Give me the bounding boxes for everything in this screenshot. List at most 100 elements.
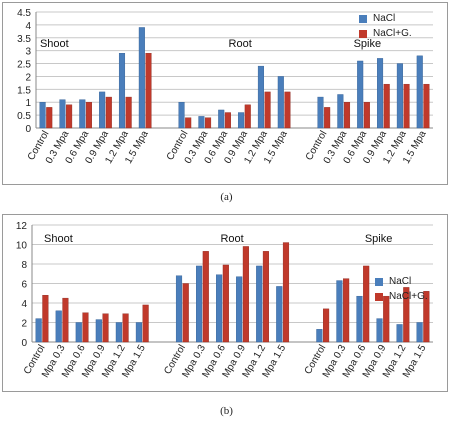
bar-spike-1-2-mpa-nacl-g xyxy=(403,83,410,129)
caption-b: (b) xyxy=(220,405,233,417)
group-title-spike: Spike xyxy=(354,38,382,50)
y-tick-label: 3 xyxy=(25,47,31,58)
bar-shoot-mpa-0-9-nacl xyxy=(95,319,102,343)
y-tick-label: 6 xyxy=(21,280,27,291)
bar-shoot-mpa-0-9-nacl-g xyxy=(102,313,109,343)
bar-root-0-6-mpa-nacl xyxy=(218,109,225,129)
chart-panel-a: 0 0.5 1 1.5 2 2.5 3 3.5 4 4.5 Shoot Control 0.3 Mpa 0… xyxy=(2,2,448,185)
bar-spike-0-9-mpa-nacl-g xyxy=(383,83,390,129)
bar-shoot-mpa-0-3-nacl-g xyxy=(62,297,69,343)
bar-root-control-nacl-g xyxy=(185,117,192,129)
group-title-root: Root xyxy=(229,38,252,50)
bar-root-mpa-1-2-nacl-g xyxy=(262,251,269,343)
y-tick-label: 10 xyxy=(16,241,28,252)
bar-root-mpa-0-3-nacl-g xyxy=(202,251,209,343)
bar-shoot-control-nacl xyxy=(35,318,42,343)
bar-spike-control-nacl-g xyxy=(323,308,330,343)
bar-spike-0-9-mpa-nacl xyxy=(377,58,384,129)
bar-root-mpa-1-2-nacl xyxy=(256,265,263,343)
bar-shoot-1-2-mpa-nacl-g xyxy=(125,96,132,129)
y-tick-label: 0.5 xyxy=(17,111,31,122)
bar-spike-mpa-0-6-nacl xyxy=(356,295,363,343)
legend-swatch-nacl xyxy=(375,277,383,286)
bar-spike-0-3-mpa-nacl xyxy=(337,94,344,129)
y-tick-label: 8 xyxy=(21,260,27,271)
bar-root-mpa-0-6-nacl xyxy=(216,274,223,343)
y-tick-label: 4 xyxy=(21,299,27,310)
legend-item-nacl: NaCl xyxy=(375,274,428,289)
bar-spike-mpa-0-6-nacl-g xyxy=(363,265,370,343)
chart-a-legend: NaCl NaCl+G. xyxy=(359,11,412,41)
bar-shoot-0-3-mpa-nacl xyxy=(59,99,66,129)
y-tick-label: 1.5 xyxy=(17,85,31,96)
bar-shoot-mpa-1-2-nacl xyxy=(115,322,122,343)
bar-root-0-9-mpa-nacl xyxy=(238,112,245,129)
bar-spike-0-6-mpa-nacl-g xyxy=(363,102,370,129)
bar-spike-mpa-1-2-nacl-g xyxy=(403,287,410,343)
legend-item-nacl-g: NaCl+G. xyxy=(375,289,428,304)
legend-item-nacl-g: NaCl+G. xyxy=(359,26,412,41)
bar-root-mpa-0-9-nacl xyxy=(236,276,243,343)
bar-shoot-mpa-1-5-nacl-g xyxy=(142,304,149,343)
bar-spike-mpa-1-2-nacl xyxy=(396,324,403,343)
bar-root-0-9-mpa-nacl-g xyxy=(244,104,251,129)
group-title-shoot: Shoot xyxy=(40,38,69,50)
bar-root-0-3-mpa-nacl-g xyxy=(205,117,212,129)
bar-shoot-mpa-0-6-nacl-g xyxy=(82,312,89,343)
bar-spike-mpa-1-5-nacl-g xyxy=(423,291,430,343)
bar-spike-mpa-0-3-nacl xyxy=(336,280,343,343)
bar-root-mpa-0-9-nacl-g xyxy=(242,246,249,343)
y-tick-label: 2 xyxy=(25,72,31,83)
bar-spike-1-5-mpa-nacl xyxy=(416,55,423,129)
bar-root-1-2-mpa-nacl xyxy=(257,65,264,129)
y-tick-label: 1 xyxy=(25,98,31,109)
bar-spike-mpa-0-9-nacl-g xyxy=(383,295,390,343)
bar-shoot-0-9-mpa-nacl-g xyxy=(105,96,112,129)
bar-spike-control-nacl-g xyxy=(324,107,331,129)
y-tick-label: 0 xyxy=(21,338,27,349)
bar-shoot-0-9-mpa-nacl xyxy=(99,91,106,129)
bar-root-control-nacl-g xyxy=(182,283,189,343)
legend-swatch-nacl-g xyxy=(375,292,383,301)
group-title-root: Root xyxy=(220,233,243,245)
bar-spike-mpa-0-3-nacl-g xyxy=(343,278,350,343)
legend-label-nacl: NaCl xyxy=(389,276,412,287)
bar-root-1-2-mpa-nacl-g xyxy=(264,91,271,129)
bar-spike-0-3-mpa-nacl-g xyxy=(343,102,351,129)
legend-label-nacl-g: NaCl+G. xyxy=(373,28,412,39)
bar-root-1-5-mpa-nacl xyxy=(277,76,284,129)
legend-label-nacl-g: NaCl+G. xyxy=(389,291,428,302)
bar-spike-0-6-mpa-nacl xyxy=(357,60,364,129)
legend-item-nacl: NaCl xyxy=(359,11,412,26)
bar-root-1-5-mpa-nacl-g xyxy=(284,91,291,129)
bar-shoot-1-5-mpa-nacl-g xyxy=(145,53,152,129)
bar-root-0-6-mpa-nacl-g xyxy=(224,112,231,129)
bar-shoot-control-nacl-g xyxy=(42,294,49,343)
bar-spike-control-nacl xyxy=(316,329,323,343)
chart-panel-b: 0 2 4 6 8 10 12 Shoot Control Mpa 0.3 Mpa 0.6 Mpa 0… xyxy=(2,214,448,392)
y-tick-label: 2.5 xyxy=(17,60,31,71)
bar-root-mpa-1-5-nacl xyxy=(276,286,283,343)
bar-shoot-mpa-0-3-nacl xyxy=(55,310,62,343)
bar-spike-control-nacl xyxy=(317,96,324,129)
bar-shoot-mpa-1-5-nacl xyxy=(135,322,142,343)
bar-root-mpa-0-6-nacl-g xyxy=(222,264,229,343)
group-title-shoot: Shoot xyxy=(44,233,73,245)
bar-spike-mpa-0-9-nacl xyxy=(376,318,383,343)
caption-a: (a) xyxy=(220,191,233,203)
bar-root-mpa-0-3-nacl xyxy=(196,265,203,343)
bar-root-mpa-1-5-nacl-g xyxy=(282,242,290,343)
bar-root-0-3-mpa-nacl xyxy=(198,116,205,129)
legend-swatch-nacl xyxy=(359,14,367,23)
y-tick-label: 3.5 xyxy=(17,34,31,45)
legend-swatch-nacl-g xyxy=(359,29,367,38)
bar-shoot-1-5-mpa-nacl xyxy=(138,27,145,129)
bar-shoot-1-2-mpa-nacl xyxy=(118,53,126,129)
bar-spike-1-2-mpa-nacl xyxy=(396,63,403,129)
bar-shoot-mpa-1-2-nacl-g xyxy=(122,313,129,343)
group-title-spike: Spike xyxy=(365,233,393,245)
chart-b-legend: NaCl NaCl+G. xyxy=(375,274,428,304)
y-tick-label: 0 xyxy=(25,124,31,135)
